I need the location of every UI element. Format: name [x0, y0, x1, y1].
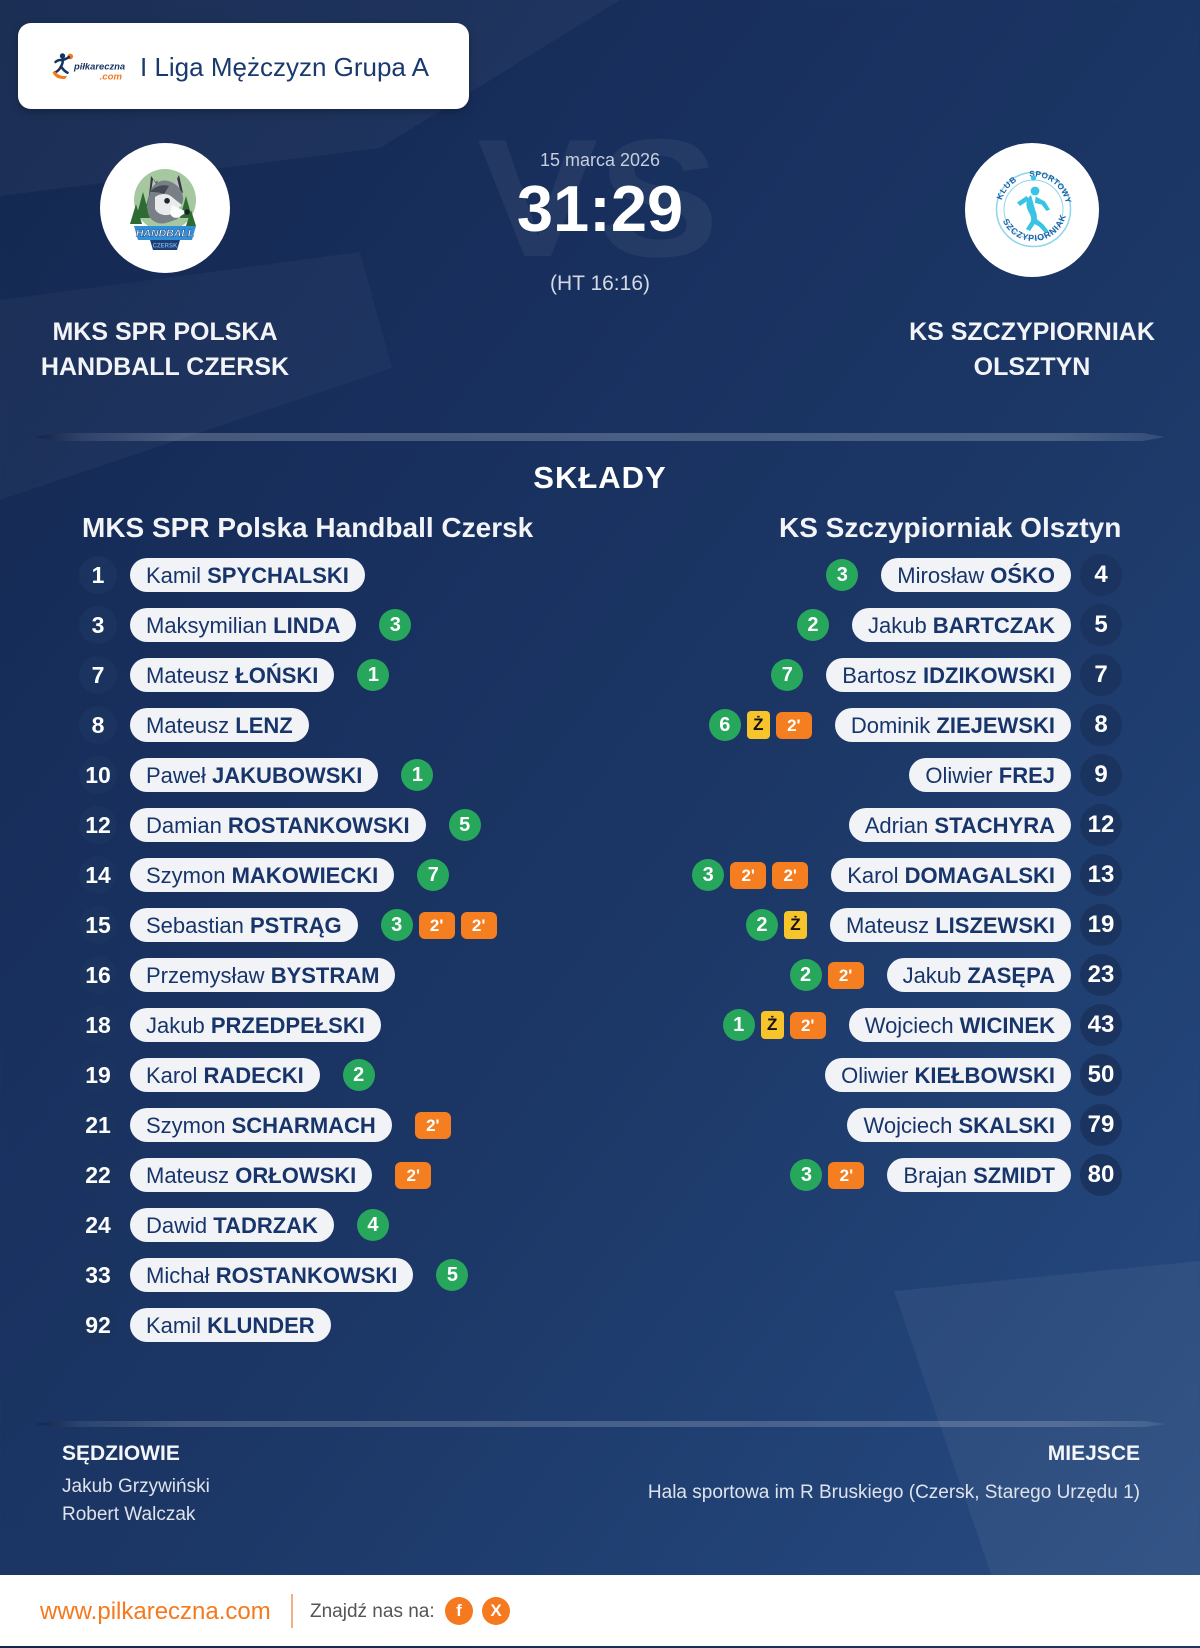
- svg-text:piłkareczna: piłkareczna: [73, 61, 125, 72]
- svg-text:HANDBALL: HANDBALL: [136, 228, 194, 240]
- svg-text:.com: .com: [100, 72, 123, 83]
- svg-text:CZERSK: CZERSK: [153, 244, 178, 250]
